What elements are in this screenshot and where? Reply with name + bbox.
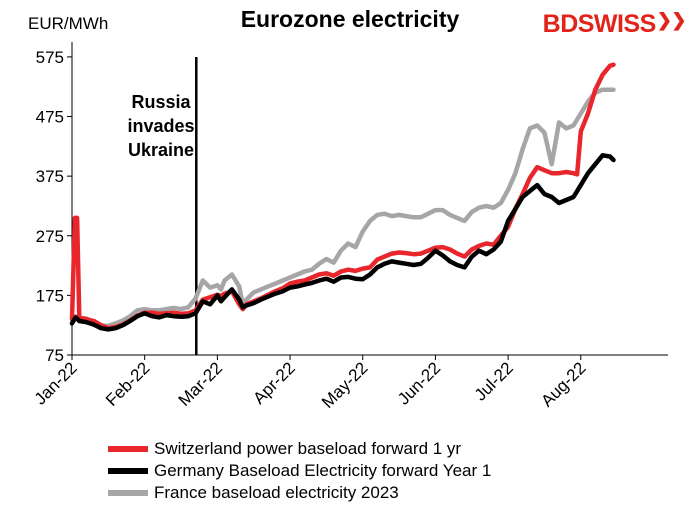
- x-tick-label: Apr-22: [249, 358, 299, 408]
- y-tick-label: 75: [45, 346, 64, 365]
- y-tick-label: 375: [36, 167, 64, 186]
- series-group: [69, 62, 616, 332]
- annotation-text: Ukraine: [128, 140, 194, 160]
- annotation: Russia invades Ukraine: [127, 57, 198, 355]
- bdswiss-logo: BDSWISS❯❯: [542, 10, 687, 38]
- y-axis-unit-label: EUR/MWh: [28, 14, 109, 33]
- legend-swatch: [108, 468, 148, 474]
- y-tick-label: 575: [36, 48, 64, 67]
- chart-title: Eurozone electricity: [240, 6, 460, 32]
- y-tick-label: 475: [36, 108, 64, 127]
- legend-label: Switzerland power baseload forward 1 yr: [154, 439, 462, 458]
- axes: 75 175 275 375 475 575 Jan-22 Feb-22 Mar-22 Apr-2…: [31, 42, 668, 412]
- series-line-2: [69, 87, 616, 329]
- legend-label: Germany Baseload Electricity forward Yea…: [154, 461, 492, 480]
- legend-item: Germany Baseload Electricity forward Yea…: [108, 460, 491, 482]
- x-tick-label: Feb-22: [102, 358, 154, 410]
- x-tick-label: Mar-22: [175, 358, 227, 410]
- series-line-1: [69, 153, 616, 332]
- y-tick-label: 275: [36, 227, 64, 246]
- y-tick-label: 175: [36, 286, 64, 305]
- legend-label: France baseload electricity 2023: [154, 483, 399, 502]
- legend-swatch: [108, 490, 148, 496]
- legend-swatch: [108, 446, 148, 452]
- x-tick-label: Jul-22: [471, 358, 517, 404]
- x-tick-label: Jun-22: [394, 358, 444, 408]
- x-tick-label: Jan-22: [31, 358, 81, 408]
- legend: Switzerland power baseload forward 1 yr G…: [108, 438, 491, 504]
- x-tick-label: Aug-22: [537, 358, 589, 410]
- annotation-text: Russia: [131, 92, 191, 112]
- series-line-0: [69, 62, 616, 331]
- annotation-text: invades: [127, 116, 194, 136]
- legend-item: Switzerland power baseload forward 1 yr: [108, 438, 491, 460]
- x-tick-label: May-22: [318, 358, 372, 412]
- legend-item: France baseload electricity 2023: [108, 482, 491, 504]
